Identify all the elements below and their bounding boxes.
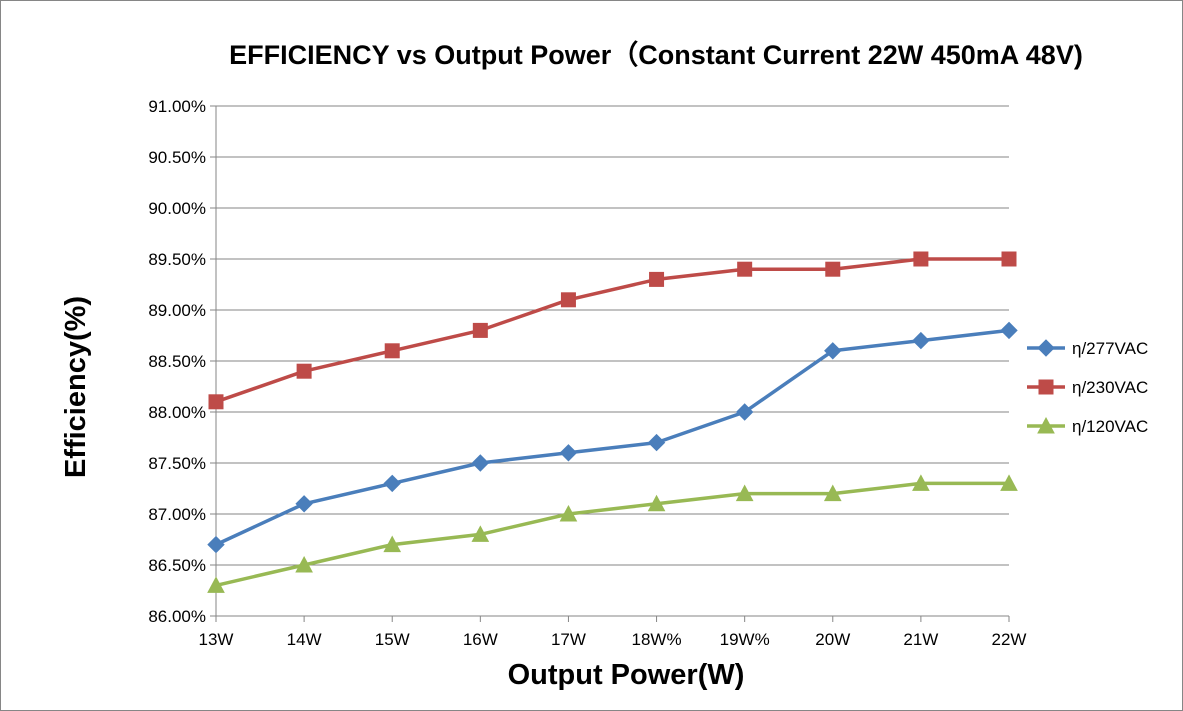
series-line <box>215 481 1009 588</box>
x-tick-label: 21W <box>903 630 938 649</box>
data-point <box>296 363 312 379</box>
axes <box>215 106 1010 622</box>
data-point <box>383 474 401 493</box>
data-point <box>912 474 930 491</box>
data-point <box>383 535 402 553</box>
legend-item: η/120VAC <box>1027 416 1148 436</box>
legend-label: η/277VAC <box>1072 339 1148 358</box>
data-point <box>295 555 313 573</box>
data-point <box>735 484 754 502</box>
legend-label: η/230VAC <box>1072 378 1148 397</box>
data-point <box>471 525 490 542</box>
y-tick-label: 87.50% <box>148 454 206 473</box>
series-1 <box>207 321 1018 554</box>
legend-label: η/120VAC <box>1072 417 1148 436</box>
legend-item: η/277VAC <box>1027 339 1148 358</box>
y-tick-label: 89.00% <box>148 301 206 320</box>
data-point <box>823 484 842 502</box>
y-tick-labels: 86.00% 86.50% 87.00% 87.50% 88.00% 88.50% 89.0… <box>148 97 206 626</box>
data-point <box>647 494 666 512</box>
y-tick-label: 86.00% <box>148 607 206 626</box>
legend-marker <box>1037 339 1055 357</box>
x-tick-label: 22W <box>992 630 1027 649</box>
legend-item: η/230VAC <box>1027 378 1148 397</box>
x-tick-labels: 13W 14W 15W 16W 17W 18W% 19W% 20W 21W 22W <box>199 630 1027 649</box>
gridlines <box>210 105 1009 617</box>
series-line <box>215 328 1010 547</box>
x-tick-label: 13W <box>199 630 234 649</box>
data-point <box>912 331 930 350</box>
y-axis-title: Efficiency(%) <box>60 296 92 478</box>
y-tick-label: 87.00% <box>148 505 206 524</box>
x-tick-label: 16W <box>463 630 498 649</box>
y-tick-label: 90.00% <box>148 199 206 218</box>
data-point <box>559 444 578 462</box>
x-tick-label: 14W <box>287 630 322 649</box>
data-point <box>1000 474 1018 491</box>
legend: η/277VAC η/230VAC η/120VAC <box>1027 339 1148 436</box>
y-tick-label: 89.50% <box>148 250 206 269</box>
data-point <box>471 454 490 472</box>
data-point <box>1001 251 1017 267</box>
data-point <box>824 342 842 360</box>
data-point <box>207 576 225 593</box>
y-tick-label: 88.50% <box>148 352 206 371</box>
x-tick-label: 17W <box>551 630 586 649</box>
data-point <box>472 322 488 338</box>
data-point <box>737 261 753 277</box>
x-tick-label: 19W% <box>720 630 770 649</box>
data-point <box>560 292 576 308</box>
data-point <box>208 394 224 410</box>
y-tick-label: 86.50% <box>148 556 206 575</box>
chart-title: EFFICIENCY vs Output Power（Constant Curr… <box>229 40 1083 70</box>
x-axis-title: Output Power(W) <box>508 659 745 691</box>
x-tick-label: 20W <box>815 630 850 649</box>
data-point <box>384 343 400 359</box>
series-2 <box>208 251 1017 410</box>
legend-marker <box>1038 379 1054 395</box>
data-point <box>1000 321 1018 340</box>
x-tick-label: 15W <box>375 630 410 649</box>
y-tick-label: 91.00% <box>148 97 206 116</box>
x-tick-label: 18W% <box>632 630 682 649</box>
data-series <box>207 251 1018 593</box>
series-3 <box>207 474 1018 593</box>
data-point <box>647 433 666 452</box>
data-point <box>735 403 754 421</box>
y-tick-label: 90.50% <box>148 148 206 167</box>
series-line <box>215 257 1009 404</box>
data-point <box>295 495 313 513</box>
data-point <box>559 504 578 522</box>
legend-marker <box>1037 416 1055 434</box>
data-point <box>825 261 841 277</box>
data-point <box>649 271 665 287</box>
y-tick-label: 88.00% <box>148 403 206 422</box>
data-point <box>207 535 225 554</box>
data-point <box>913 251 929 267</box>
